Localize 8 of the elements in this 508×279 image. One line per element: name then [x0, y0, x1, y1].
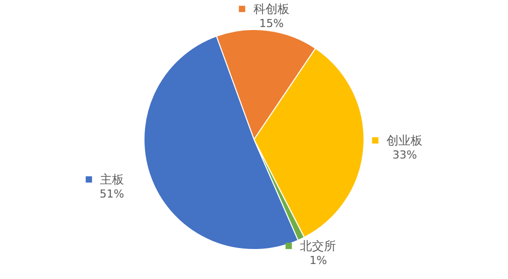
data-label: 33%	[392, 148, 417, 162]
data-label: 1%	[309, 254, 327, 267]
legend-label: 主板	[100, 172, 124, 186]
legend-label: 北交所	[300, 238, 336, 253]
data-label: 15%	[259, 16, 284, 30]
data-label: 51%	[100, 187, 124, 200]
legend-label: 创业板	[386, 133, 423, 148]
legend-label: 科创板	[254, 2, 290, 16]
